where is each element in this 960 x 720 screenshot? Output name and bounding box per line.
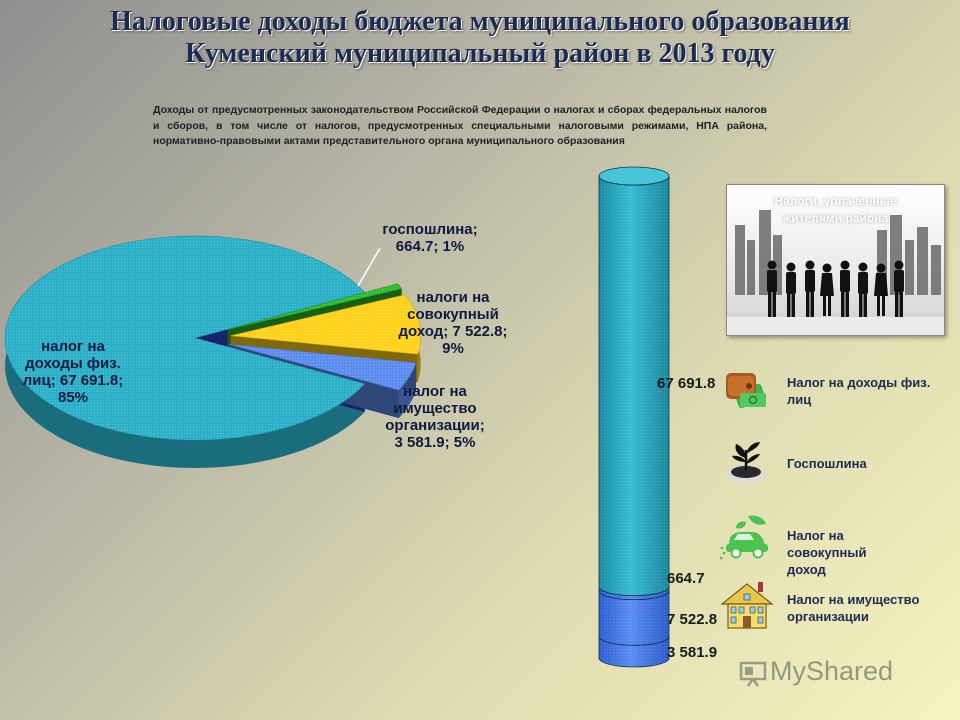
eco-car-icon [719,515,768,560]
pie-slice-ndfl-texture [5,236,365,440]
slide-title: Налоговые доходы бюджета муниципального … [0,6,960,70]
legend-ndfl: Налог на доходы физ. лиц [787,375,931,407]
bar-label-ndfl: 67 691.8 [657,375,716,392]
legend-sovokupny: Налог на совокупный доход [787,528,867,577]
watermark-text: MyShared [770,656,894,686]
title-line-2: Куменский муниципальный район в 2013 год… [185,38,775,69]
pie-slice-gosposhlina-texture [227,283,402,330]
bar-label-imushchestvo: 3 581.9 [667,644,718,661]
cylinder-segment-sovokupny-texture [599,590,669,646]
pie-label-sovokupny: налоги на совокупный доход; 7 522.8; 9% [398,289,508,357]
business-people-city-icon [727,210,944,335]
legend-imushchestvo: Налог на имущество организации [787,592,920,624]
gosposhlina-leader-line [357,247,381,287]
legend-gosposhlina: Госпошлина [787,456,867,471]
bar-label-sovokupny: 7 522.8 [667,611,718,628]
cylinder-segment-gosposhlina-texture [599,586,669,600]
photo-caption: Налоги, уплаченные жителями района [774,194,897,225]
title-line-1: Налоговые доходы бюджета муниципального … [110,6,850,37]
residents-photo: Налоги, уплаченные жителями района [726,184,945,336]
wallet-money-icon [726,373,766,409]
plant-sprout-icon [726,442,766,483]
house-icon [720,582,774,629]
pie-slice-imushchestvo-texture [229,344,416,391]
subtitle-text: Доходы от предусмотренных законодательст… [153,104,767,147]
cylinder-top-cap [598,166,670,186]
cylinder-segment-ndfl-texture [599,176,669,596]
pie-label-imushchestvo: налог на имущество организации; 3 581.9;… [385,383,485,451]
pie-label-gosposhlina: госпошлина; 664.7; 1% [382,221,478,255]
pie-label-ndfl: налог на доходы физ. лиц; 67 691.8; 85% [22,338,124,406]
cylinder-segment-imushchestvo-texture [599,636,669,667]
pie-slice-sovokupny-texture [230,294,421,355]
presentation-icon [739,661,767,687]
bar-label-gosposhlina: 664.7 [667,570,705,587]
